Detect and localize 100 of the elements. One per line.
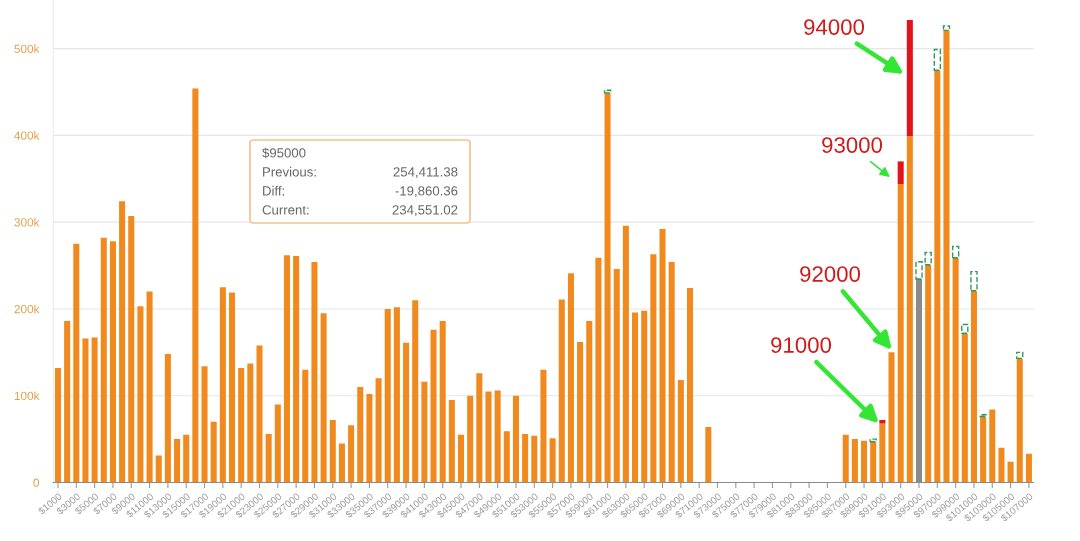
bar bbox=[603, 89, 612, 94]
bar bbox=[632, 312, 639, 483]
bar bbox=[705, 426, 712, 483]
bar bbox=[933, 48, 942, 71]
bar bbox=[641, 310, 648, 483]
bar bbox=[164, 354, 171, 483]
bar bbox=[201, 366, 208, 483]
y-tick-label: 100k bbox=[14, 391, 40, 401]
bar bbox=[879, 423, 886, 483]
bar bbox=[183, 434, 190, 483]
bar bbox=[174, 439, 181, 483]
bar bbox=[393, 307, 400, 483]
bar bbox=[430, 329, 437, 483]
bar bbox=[970, 270, 978, 292]
bar bbox=[512, 395, 519, 483]
bar bbox=[1007, 461, 1014, 483]
bar bbox=[128, 216, 135, 483]
bar bbox=[1016, 351, 1024, 360]
bar bbox=[577, 341, 584, 483]
y-tick-label: 0 bbox=[33, 478, 40, 487]
bar bbox=[82, 338, 89, 483]
bar bbox=[494, 390, 501, 483]
bar bbox=[375, 378, 382, 483]
bar bbox=[531, 435, 538, 483]
annotation: -19,860.36 bbox=[395, 186, 458, 198]
bar bbox=[668, 262, 675, 483]
bar bbox=[476, 373, 483, 483]
y-tick-label: 400k bbox=[14, 131, 40, 140]
bar bbox=[540, 369, 547, 483]
bar bbox=[650, 254, 657, 483]
bar bbox=[228, 292, 236, 483]
bar bbox=[897, 161, 904, 184]
bar bbox=[64, 321, 71, 483]
bar bbox=[604, 92, 611, 483]
bar bbox=[1025, 453, 1032, 483]
bar bbox=[888, 352, 895, 483]
annotation: 234,551.02 bbox=[392, 205, 458, 217]
bar bbox=[586, 321, 593, 483]
bar bbox=[283, 255, 290, 483]
bar bbox=[155, 455, 162, 483]
bar bbox=[613, 269, 620, 483]
annotation: $95000 bbox=[262, 147, 306, 159]
bar bbox=[677, 380, 684, 483]
bar bbox=[320, 313, 327, 483]
bar bbox=[970, 290, 977, 483]
bar bbox=[522, 433, 529, 483]
bar bbox=[961, 323, 969, 334]
bar bbox=[485, 391, 492, 483]
bar bbox=[302, 369, 309, 483]
y-tick-label: 500k bbox=[14, 44, 40, 53]
bar bbox=[842, 434, 849, 483]
bar bbox=[897, 183, 904, 483]
bar bbox=[998, 447, 1005, 483]
bar bbox=[146, 291, 153, 483]
bar bbox=[503, 431, 510, 483]
bar bbox=[942, 25, 951, 32]
bar bbox=[622, 225, 629, 483]
bar bbox=[412, 300, 419, 483]
bar bbox=[238, 367, 245, 483]
bar bbox=[989, 409, 996, 483]
annotation: 93000 bbox=[822, 137, 883, 153]
bar bbox=[311, 262, 318, 483]
bar bbox=[952, 257, 959, 483]
bar bbox=[348, 425, 355, 483]
bar bbox=[1016, 358, 1023, 483]
bar bbox=[119, 201, 126, 483]
bar bbox=[906, 136, 913, 483]
bar bbox=[73, 243, 80, 483]
annotation: Diff: bbox=[263, 185, 285, 196]
bar bbox=[686, 288, 694, 483]
bar bbox=[421, 381, 428, 483]
bar bbox=[934, 70, 941, 483]
bar bbox=[109, 241, 116, 483]
bar bbox=[870, 441, 877, 483]
bar bbox=[448, 400, 455, 483]
bar bbox=[54, 367, 61, 483]
bar bbox=[861, 440, 868, 483]
bar bbox=[851, 439, 858, 483]
bar bbox=[265, 433, 272, 483]
bar bbox=[256, 345, 263, 483]
bar bbox=[659, 229, 666, 483]
bar bbox=[457, 434, 465, 483]
bar bbox=[247, 363, 254, 483]
bar bbox=[439, 321, 446, 483]
bar bbox=[549, 438, 556, 483]
bar bbox=[293, 256, 300, 483]
bar bbox=[403, 342, 410, 483]
bar bbox=[91, 337, 98, 483]
annotation: 254,411.38 bbox=[393, 167, 458, 179]
bar bbox=[906, 19, 913, 137]
y-tick-label: 200k bbox=[14, 304, 40, 314]
annotation: Previous: bbox=[263, 166, 316, 177]
annotation: 91000 bbox=[771, 337, 832, 353]
bar bbox=[210, 421, 217, 483]
bar bbox=[567, 273, 574, 483]
bar bbox=[558, 299, 565, 483]
bar bbox=[366, 393, 373, 483]
bar bbox=[925, 264, 932, 483]
bar bbox=[274, 404, 281, 483]
bar bbox=[357, 387, 364, 483]
